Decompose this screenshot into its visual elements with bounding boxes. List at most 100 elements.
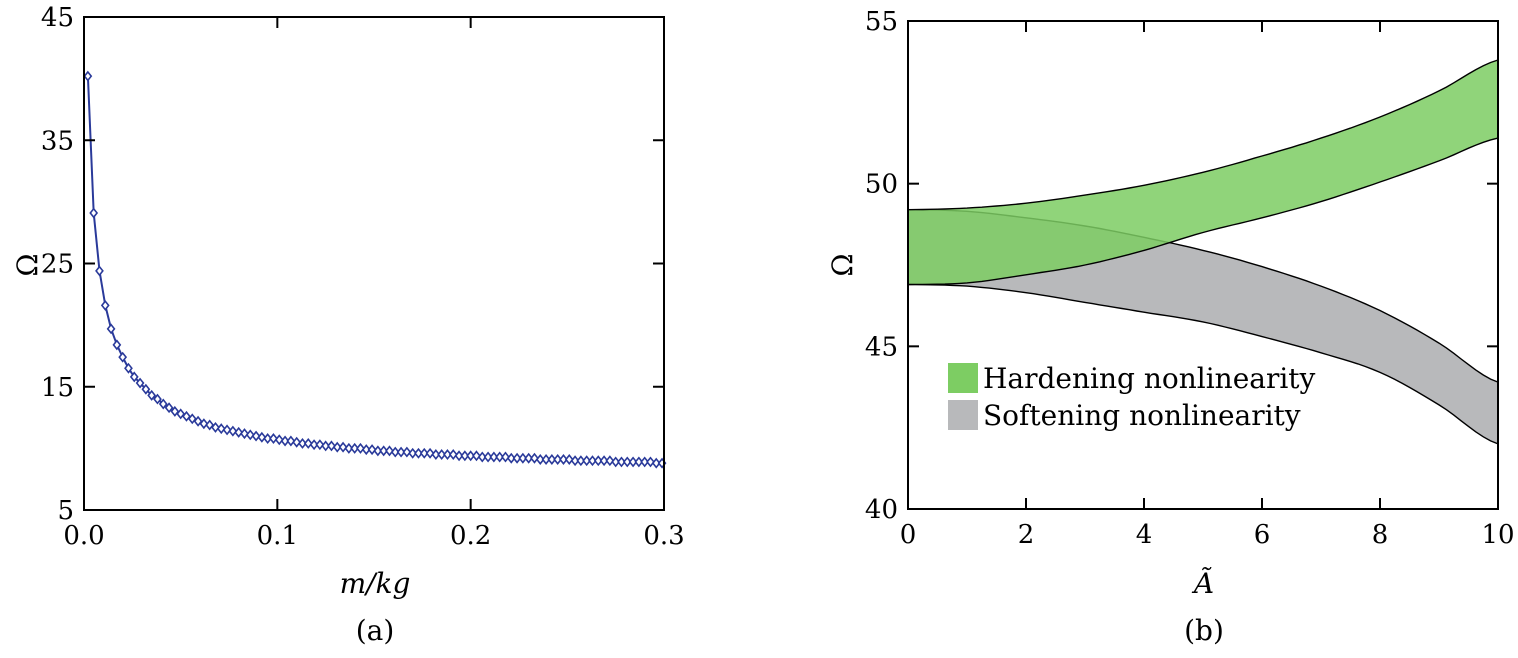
- data-point: [437, 449, 447, 461]
- data-point: [367, 444, 377, 456]
- data-point: [332, 441, 342, 453]
- data-point: [530, 452, 539, 464]
- data-point: [646, 456, 655, 468]
- data-point: [617, 456, 626, 468]
- axes-b: 0 2 4 6 8 10 40 45 50 55: [865, 7, 1515, 550]
- data-point: [506, 452, 516, 464]
- legend-swatch-hardening: [948, 363, 978, 393]
- data-point: [559, 453, 568, 465]
- data-point: [385, 445, 394, 457]
- data-point: [321, 440, 331, 452]
- legend-label-softening: Softening nonlinearity: [983, 399, 1301, 432]
- y-tick-label: 45: [865, 332, 898, 362]
- plot-frame: [83, 16, 665, 511]
- data-point: [269, 433, 278, 444]
- data-point: [292, 436, 302, 448]
- data-point: [211, 421, 220, 433]
- data-point: [472, 450, 481, 462]
- data-point: [118, 351, 128, 363]
- data-point: [286, 435, 296, 447]
- data-point: [414, 447, 423, 459]
- data-point: [640, 456, 650, 468]
- data-point: [622, 456, 632, 468]
- data-point: [135, 377, 145, 389]
- plot-area-b: [907, 59, 1499, 445]
- data-point: [396, 446, 406, 458]
- data-point: [582, 455, 592, 467]
- plot-area-a: [83, 70, 667, 469]
- data-point: [350, 442, 360, 454]
- data-point: [501, 451, 510, 463]
- x-tick-label: 8: [1372, 520, 1389, 550]
- data-point: [431, 449, 441, 461]
- y-tick-label: 40: [865, 495, 898, 525]
- data-point: [570, 455, 580, 467]
- x-tick-label: 4: [1136, 520, 1153, 550]
- data-point: [344, 442, 354, 454]
- data-point: [251, 430, 261, 442]
- data-point: [512, 452, 522, 464]
- data-point: [553, 453, 563, 465]
- x-axis-label-a: m/kg: [340, 567, 411, 600]
- data-point: [454, 450, 464, 462]
- data-point: [379, 445, 389, 457]
- data-point: [176, 408, 186, 420]
- legend-swatch-softening: [948, 400, 978, 430]
- data-point: [124, 362, 133, 374]
- axes-a: 0.0 0.1 0.2 0.3 5 15 25 35 45: [41, 3, 685, 551]
- legend-b: Hardening nonlinearity Softening nonline…: [948, 362, 1316, 432]
- data-point: [182, 410, 191, 422]
- data-point: [164, 402, 174, 414]
- data-point: [309, 439, 319, 451]
- band-hardening: [908, 60, 1498, 285]
- y-tick-label: 45: [41, 3, 74, 33]
- data-point: [599, 455, 609, 467]
- data-point: [419, 447, 429, 459]
- y-tick-label: 35: [41, 126, 74, 156]
- data-point: [495, 451, 505, 463]
- data-point: [141, 383, 151, 395]
- data-point: [222, 424, 232, 436]
- data-point: [425, 447, 435, 459]
- x-tick-label: 2: [1018, 520, 1035, 550]
- plot-frame: [907, 20, 1499, 510]
- data-point: [274, 434, 284, 446]
- x-tick-label: 10: [1481, 520, 1514, 550]
- chart-panel-a: 0.0 0.1 0.2 0.3 5 15 25 35 45 m/kg Ω (a): [11, 3, 685, 647]
- data-point: [298, 437, 307, 449]
- x-tick-label: 0.3: [643, 521, 684, 551]
- data-point: [100, 299, 110, 311]
- y-axis-label-a: Ω: [11, 253, 44, 276]
- data-point: [170, 405, 180, 417]
- x-tick-label: 6: [1254, 520, 1271, 550]
- data-point: [106, 323, 116, 335]
- data-point: [541, 453, 551, 465]
- data-point: [564, 453, 574, 465]
- data-point: [373, 445, 383, 457]
- data-point: [240, 428, 249, 440]
- band-hardening-upper-edge: [907, 59, 1499, 211]
- y-axis-label-b: Ω: [826, 253, 859, 276]
- data-point: [89, 207, 99, 219]
- data-point: [112, 339, 122, 351]
- data-point: [477, 451, 487, 463]
- data-point: [651, 457, 661, 469]
- data-point: [257, 431, 267, 443]
- data-point: [228, 425, 238, 437]
- data-point: [593, 455, 603, 467]
- data-point: [245, 429, 255, 441]
- data-point: [628, 456, 638, 468]
- data-point: [263, 433, 273, 444]
- x-axis-label-b: Ã: [1191, 567, 1214, 600]
- panel-label-a: (a): [356, 614, 395, 647]
- chart-panel-b: 0 2 4 6 8 10 40 45 50 55 Ã Ω (b) Hardening nonlin…: [826, 7, 1515, 647]
- data-point: [187, 413, 197, 425]
- data-point: [216, 423, 226, 435]
- data-point: [547, 453, 557, 465]
- data-point: [535, 453, 545, 465]
- data-point: [466, 450, 476, 462]
- data-point: [153, 393, 162, 405]
- data-point: [205, 419, 215, 431]
- data-point: [460, 450, 470, 462]
